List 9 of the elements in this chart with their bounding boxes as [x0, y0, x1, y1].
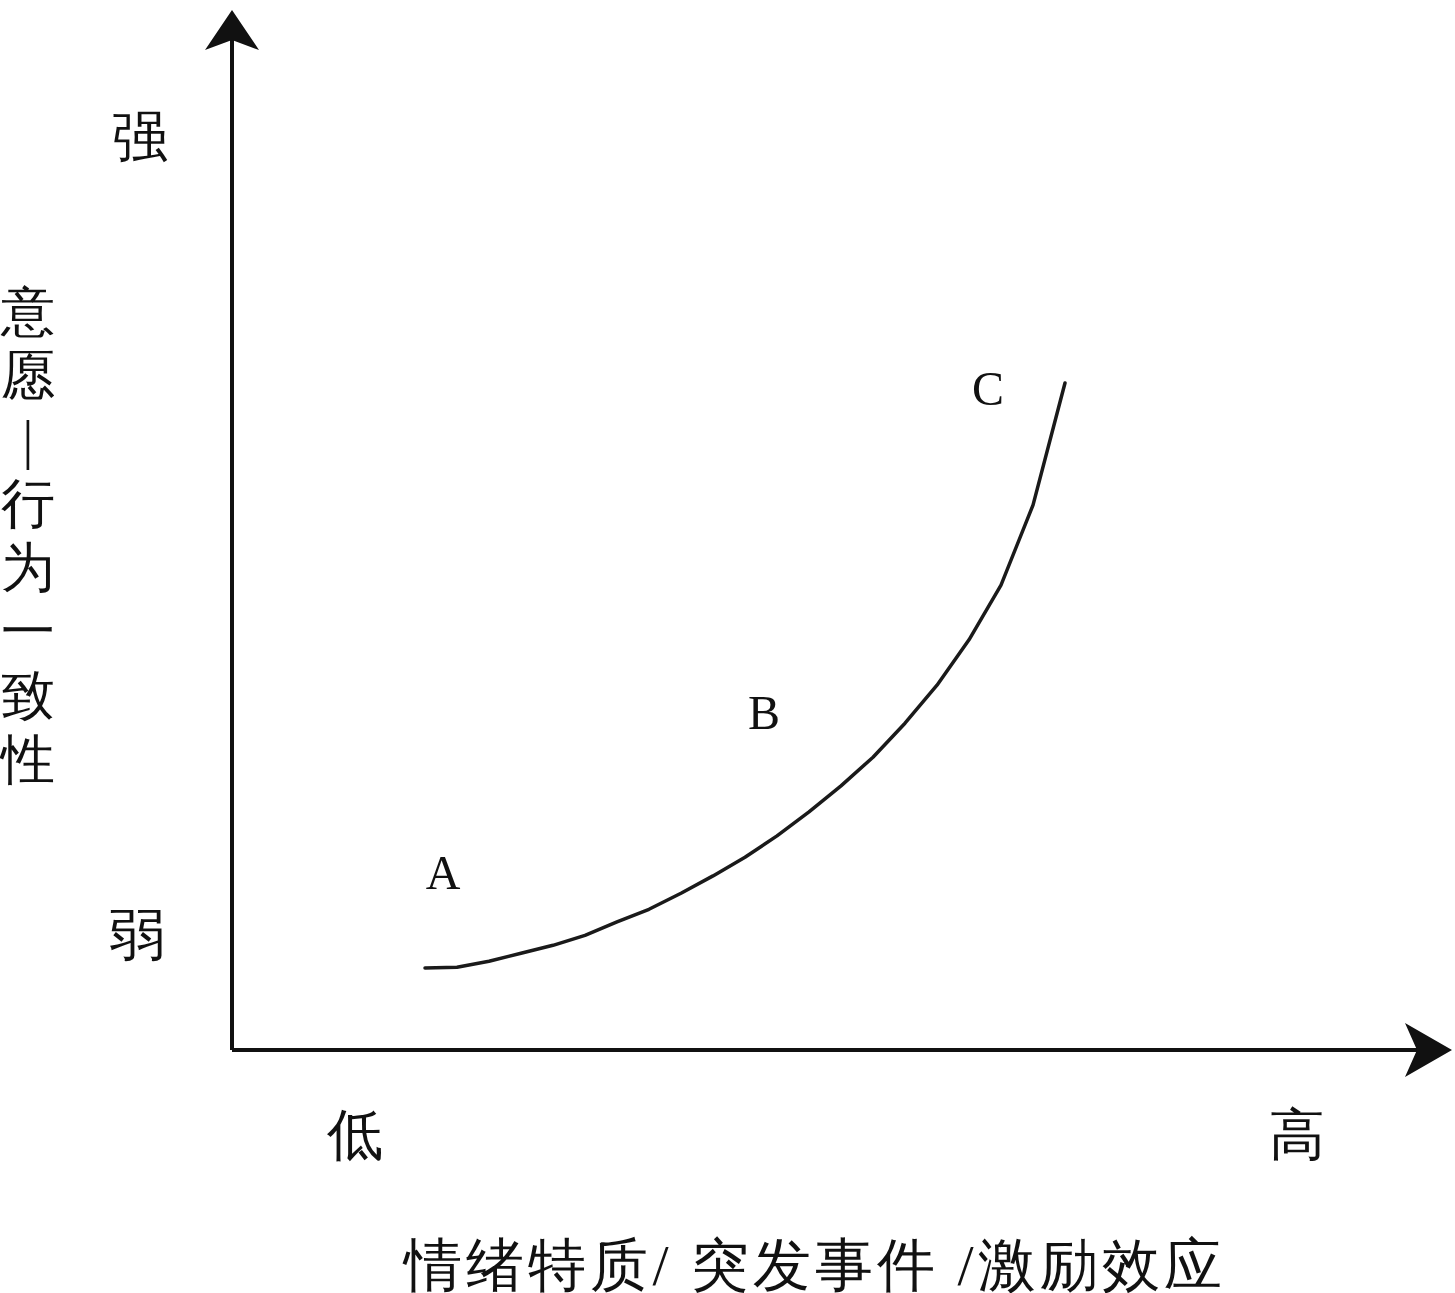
x-axis-title: 情绪特质/ 突发事件 /激励效应 — [402, 1232, 1226, 1293]
annotation: A — [425, 845, 461, 899]
text: 意愿|行为一致性 — [0, 282, 55, 790]
text: 高 — [1269, 1104, 1325, 1166]
annotation: B — [747, 685, 781, 739]
annotation: C — [971, 361, 1005, 415]
text: 低 — [327, 1104, 383, 1166]
text: 强 — [112, 106, 168, 168]
text: 弱 — [109, 904, 165, 966]
